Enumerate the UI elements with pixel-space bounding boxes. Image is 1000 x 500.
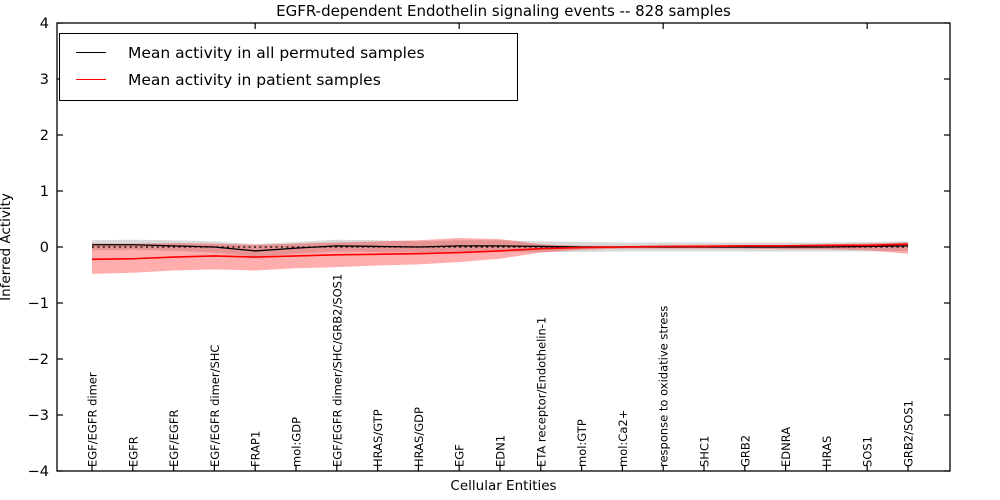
x-tick-label: EGF/EGFR dimer/SHC — [208, 345, 222, 467]
series-line-1 — [91, 243, 909, 261]
y-tick-label: 1 — [40, 184, 49, 200]
x-tick-label: mol:GTP — [575, 419, 589, 467]
series-band-0 — [92, 239, 908, 257]
x-tick-label: EGF/EGFR dimer/SHC/GRB2/SOS1 — [330, 274, 344, 467]
legend-item-permuted: Mean activity in all permuted samples — [72, 39, 517, 66]
legend: Mean activity in all permuted samples Me… — [59, 33, 518, 101]
y-tick-label: 3 — [40, 72, 49, 88]
x-tick-label: ETA receptor/Endothelin-1 — [534, 317, 548, 467]
series-line-0 — [92, 244, 909, 252]
legend-item-label: Mean activity in patient samples — [128, 70, 381, 89]
legend-item-label: Mean activity in all permuted samples — [128, 43, 425, 62]
x-tick-label: FRAP1 — [249, 431, 263, 467]
x-tick-label: GRB2 — [738, 435, 752, 467]
y-tick-label: 0 — [40, 240, 49, 256]
x-axis-label: Cellular Entities — [450, 478, 557, 494]
x-tick-label: EGF/EGFR dimer — [86, 372, 100, 467]
x-tick-label: mol:Ca2+ — [616, 410, 630, 467]
patient-line-swatch — [76, 79, 106, 80]
y-tick-label: 2 — [40, 128, 49, 144]
x-tick-label: GRB2/SOS1 — [902, 400, 916, 467]
x-tick-label: SOS1 — [861, 436, 875, 467]
x-tick-label: mol:GDP — [290, 417, 304, 467]
chart-title: EGFR-dependent Endothelin signaling even… — [276, 2, 731, 20]
x-tick-label: EDNRA — [779, 427, 793, 467]
permuted-line-swatch — [76, 52, 106, 53]
y-axis-label: Inferred Activity — [0, 193, 14, 301]
y-tick-label: −3 — [28, 408, 49, 424]
x-tick-label: HRAS — [820, 436, 834, 467]
x-tick-label: HRAS/GTP — [371, 409, 385, 467]
x-tick-label: EGF/EGFR — [167, 410, 181, 467]
y-tick-label: −1 — [28, 296, 49, 312]
y-tick-label: −2 — [28, 352, 49, 368]
y-tick-label: −4 — [28, 464, 49, 480]
legend-item-patient: Mean activity in patient samples — [72, 66, 517, 93]
x-tick-label: EGFR — [126, 436, 140, 467]
x-tick-label: response to oxidative stress — [657, 306, 671, 467]
y-tick-label: 4 — [40, 16, 49, 32]
x-tick-label: HRAS/GDP — [412, 407, 426, 467]
x-tick-label: EDN1 — [494, 435, 508, 467]
x-tick-label: EGF — [453, 444, 467, 467]
x-tick-label: SHC1 — [698, 436, 712, 467]
